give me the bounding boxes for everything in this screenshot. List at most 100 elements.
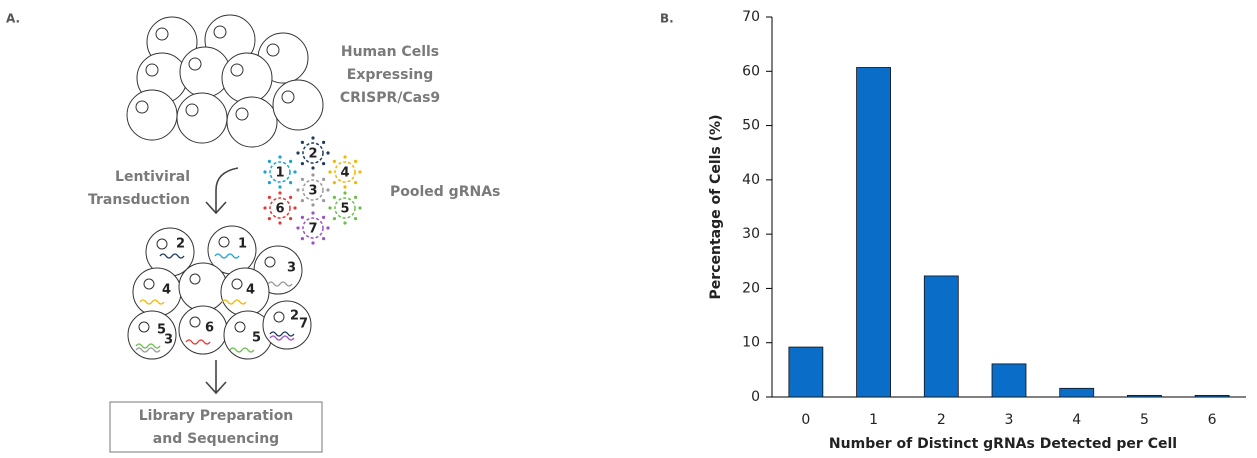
transduction-label: Lentiviral [115,169,190,185]
nucleus [282,91,294,103]
virus-spike [333,217,336,220]
virus-spike [268,160,271,163]
y-tick-label: 50 [742,118,760,134]
virus-spike [354,196,357,199]
virus-spike [289,160,292,163]
x-tick-label: 4 [1072,412,1081,428]
bar [992,364,1026,397]
bar [857,67,891,397]
transduction-label: Transduction [88,192,190,208]
nucleus [136,101,148,113]
bar [1060,388,1094,397]
virus-spike [301,141,304,144]
virus-spike [322,141,325,144]
virus-spike [301,237,304,240]
y-tick-label: 20 [742,280,760,296]
y-tick-label: 10 [742,335,760,351]
nucleus [232,279,242,289]
cell [177,93,227,143]
cell-number: 3 [164,333,173,348]
virus-spike [311,203,314,206]
cell-number: 2 [176,237,185,252]
virus-spike [322,237,325,240]
cell [273,80,323,130]
cell-number: 5 [252,331,261,346]
cell-number: 2 [290,309,299,324]
virus-number: 7 [308,222,317,237]
cell-number: 4 [246,283,255,298]
virus-spike [289,196,292,199]
virus-spike [343,221,346,224]
virus-spike [333,181,336,184]
virus-spike [293,206,296,209]
virus-spike [301,178,304,181]
virus-number: 2 [308,147,317,162]
virus-spike [278,155,281,158]
virus-spike [263,170,266,173]
x-tick-label: 1 [869,412,878,428]
cell-number: 3 [287,261,296,276]
nucleus [189,58,201,70]
x-tick-label: 2 [937,412,946,428]
nucleus [190,317,200,327]
bar [1195,395,1229,397]
cells-label: Human Cells [341,44,439,60]
nucleus [214,26,226,38]
nucleus [146,64,158,76]
virus-number: 3 [308,184,317,199]
cell [127,90,177,140]
cell [179,263,227,311]
virus-spike [358,170,361,173]
virus-spike [301,199,304,202]
virus-number: 6 [275,202,284,217]
nucleus [144,279,154,289]
output-label: and Sequencing [153,431,279,447]
virus-spike [311,211,314,214]
figure: A. B. Human Cells Expressing CRISPR/Cas9… [0,0,1257,458]
nucleus [235,322,245,332]
virus-spike [278,221,281,224]
nucleus [231,64,243,76]
virus-spike [296,151,299,154]
cell-number: 4 [162,283,171,298]
nucleus [156,28,168,40]
nucleus [219,237,229,247]
cell [221,268,269,316]
virus-spike [322,216,325,219]
virus-spike [322,178,325,181]
virus-spike [343,191,346,194]
y-tick-label: 70 [742,9,760,25]
virus-spike [289,217,292,220]
virus-spike [333,160,336,163]
nucleus [186,104,198,116]
virus-spike [328,206,331,209]
x-axis-label: Number of Distinct gRNAs Detected per Ce… [829,436,1177,452]
virus-spike [326,151,329,154]
virus-spike [263,206,266,209]
nucleus [236,108,248,120]
virus-spike [293,170,296,173]
y-tick-label: 30 [742,226,760,242]
virus-spike [354,160,357,163]
virus-spike [296,188,299,191]
virus-spike [354,217,357,220]
virus-spike [296,226,299,229]
cell [133,268,181,316]
virus-spike [301,162,304,165]
virus-spike [311,136,314,139]
cells-label: CRISPR/Cas9 [340,90,440,106]
virus-spike [326,188,329,191]
virus-spike [311,166,314,169]
cell [179,306,227,354]
cell [222,53,272,103]
x-tick-label: 0 [801,412,810,428]
y-axis-label: Percentage of Cells (%) [708,115,724,300]
nucleus [265,257,275,267]
cell [227,97,277,147]
virus-spike [343,185,346,188]
y-tick-label: 0 [751,389,760,405]
x-tick-label: 3 [1005,412,1014,428]
x-tick-label: 5 [1140,412,1149,428]
cell-number: 7 [299,317,308,332]
nucleus [157,239,167,249]
